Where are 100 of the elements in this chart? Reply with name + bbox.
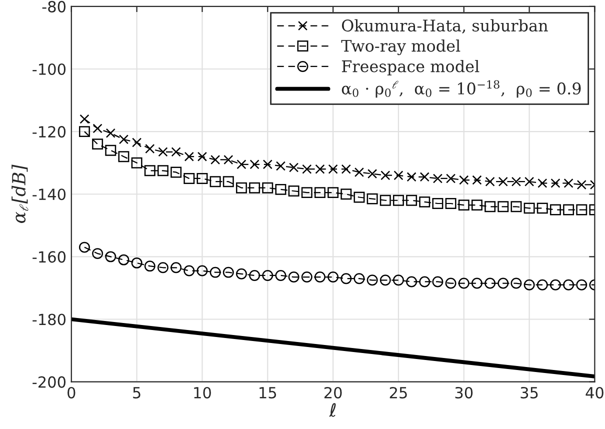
point bbox=[328, 272, 339, 283]
point bbox=[458, 278, 470, 289]
point bbox=[289, 162, 299, 172]
point bbox=[550, 204, 561, 216]
x-tick-label: 30 bbox=[455, 386, 473, 398]
point bbox=[484, 201, 496, 212]
legend-label: Okumura-Hata, suburban bbox=[342, 19, 548, 34]
point bbox=[446, 174, 456, 184]
point bbox=[354, 273, 365, 284]
point bbox=[262, 160, 272, 170]
point bbox=[262, 182, 274, 194]
point bbox=[288, 186, 300, 196]
point bbox=[406, 276, 418, 288]
x-tick-label: 40 bbox=[586, 386, 604, 398]
point bbox=[366, 193, 378, 204]
point bbox=[445, 198, 456, 209]
point bbox=[328, 164, 338, 174]
x-tick-label: 20 bbox=[324, 386, 342, 398]
point bbox=[524, 202, 535, 214]
point bbox=[222, 176, 234, 188]
point bbox=[354, 167, 364, 178]
point bbox=[197, 152, 208, 162]
point bbox=[366, 274, 378, 286]
point bbox=[236, 268, 247, 280]
point bbox=[458, 200, 470, 211]
y-tick-label: -80 bbox=[42, 0, 66, 12]
point bbox=[432, 276, 444, 288]
point bbox=[171, 147, 181, 157]
point bbox=[106, 128, 116, 138]
point bbox=[314, 272, 326, 283]
y-tick-label: -120 bbox=[32, 126, 66, 138]
point bbox=[432, 174, 443, 184]
point bbox=[471, 278, 482, 289]
point bbox=[485, 176, 495, 186]
point bbox=[419, 196, 430, 208]
text: α$_{0}$ · ρ$_{0}$$^{ℓ}$, α$_{0}$ = 10$^{−18}$, ρ$_{0}$ = 0.9 bbox=[342, 80, 581, 98]
y-tick-label: -100 bbox=[32, 63, 66, 76]
point bbox=[80, 114, 90, 124]
point bbox=[564, 178, 574, 188]
point bbox=[472, 175, 482, 185]
point bbox=[524, 176, 534, 186]
x-tick-label: 0 bbox=[68, 386, 76, 398]
point bbox=[354, 192, 365, 203]
point bbox=[510, 201, 522, 212]
point bbox=[340, 188, 352, 200]
point bbox=[222, 266, 234, 278]
point bbox=[538, 178, 548, 188]
point bbox=[302, 164, 312, 174]
point bbox=[288, 272, 300, 283]
point bbox=[184, 265, 195, 276]
point bbox=[275, 184, 286, 195]
point bbox=[276, 161, 286, 171]
x-tick-label: 25 bbox=[390, 386, 407, 398]
point bbox=[145, 144, 155, 154]
point bbox=[576, 180, 586, 190]
point bbox=[498, 201, 509, 212]
y-tick-label: -180 bbox=[32, 314, 66, 326]
point bbox=[224, 154, 234, 165]
point bbox=[445, 278, 456, 289]
point bbox=[420, 172, 430, 182]
x-tick-label: 35 bbox=[520, 386, 538, 398]
point bbox=[314, 187, 326, 198]
point bbox=[249, 270, 260, 281]
point bbox=[341, 164, 351, 174]
x-axis-title: ℓ bbox=[329, 403, 336, 417]
point bbox=[144, 165, 156, 176]
point bbox=[196, 172, 208, 184]
point bbox=[170, 262, 182, 274]
y-tick-label: -160 bbox=[32, 251, 66, 263]
point bbox=[92, 138, 104, 150]
y-tick-label: -200 bbox=[32, 376, 66, 388]
legend-label: Two-ray model bbox=[341, 39, 460, 56]
point bbox=[236, 160, 246, 170]
point bbox=[144, 260, 156, 272]
point bbox=[392, 274, 404, 286]
point bbox=[184, 152, 194, 162]
point bbox=[131, 257, 142, 268]
x-tick-label: 10 bbox=[194, 386, 211, 398]
point bbox=[236, 182, 247, 194]
point bbox=[92, 124, 102, 134]
point bbox=[132, 138, 142, 148]
point bbox=[328, 187, 339, 198]
point bbox=[118, 151, 130, 162]
point bbox=[196, 265, 208, 276]
point bbox=[563, 204, 574, 216]
point bbox=[510, 278, 522, 289]
point bbox=[210, 154, 220, 165]
point bbox=[184, 172, 195, 184]
point bbox=[524, 279, 535, 290]
point bbox=[380, 194, 391, 206]
point bbox=[536, 279, 548, 290]
point bbox=[118, 134, 129, 144]
x-tick-label: 5 bbox=[133, 387, 140, 398]
point bbox=[498, 176, 508, 186]
point bbox=[210, 266, 221, 278]
x-tick-label: 15 bbox=[260, 387, 276, 398]
point bbox=[275, 270, 286, 281]
point bbox=[576, 279, 588, 290]
point bbox=[511, 176, 522, 186]
point bbox=[301, 272, 312, 283]
